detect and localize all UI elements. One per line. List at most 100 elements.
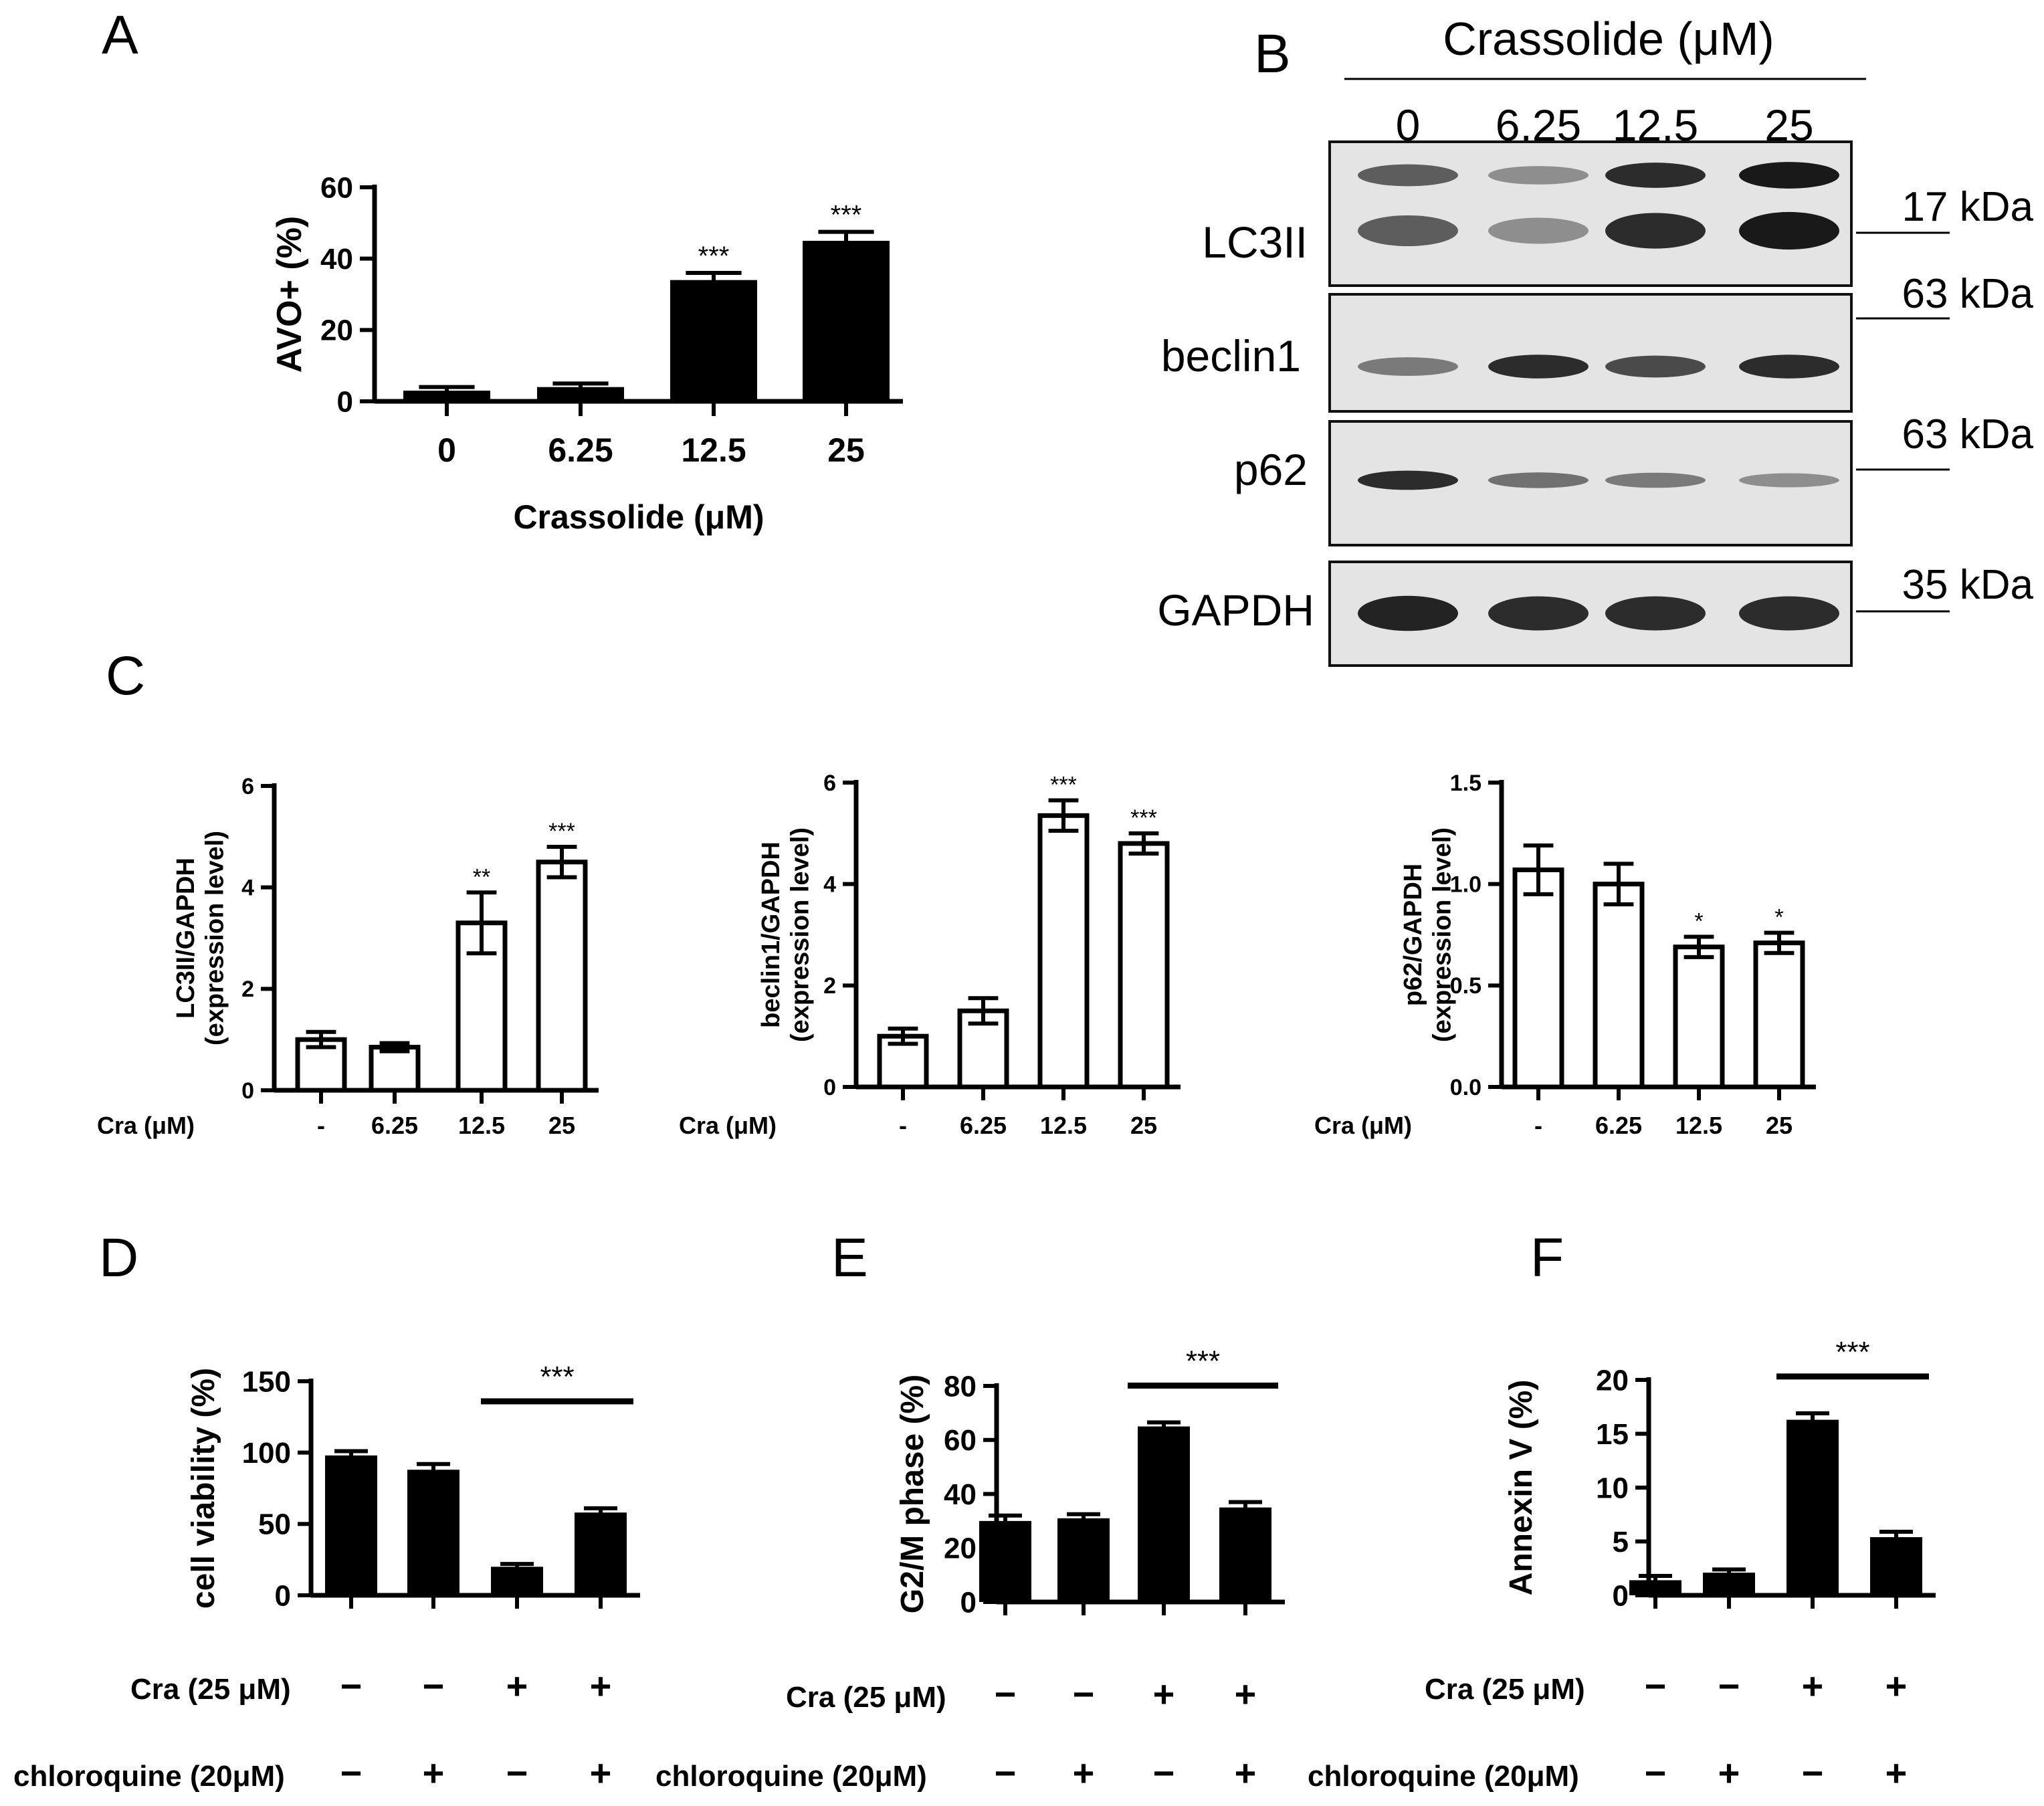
treatment-sign: +: [1153, 1673, 1175, 1715]
y-axis-label: Annexin V (%): [1504, 1380, 1539, 1596]
treatment-sign: +: [1073, 1752, 1095, 1794]
error-bar: [1683, 934, 1714, 959]
treatment-row-label: chloroquine (20μM): [1308, 1760, 1579, 1793]
error-bar: [546, 845, 577, 880]
treatment-sign: −: [1718, 1665, 1740, 1707]
blot-membrane: [1328, 293, 1853, 413]
protein-band: [1739, 211, 1839, 250]
y-tick-label: 5: [1613, 1526, 1629, 1559]
bar: [1673, 944, 1725, 1090]
error-bar: [989, 1513, 1022, 1528]
chart-cell-viability: 0 50 100 150 cell viability (%) *** Cra (25 μM…: [13, 1361, 640, 1794]
protein-band: [1358, 470, 1458, 490]
bar: [575, 1512, 627, 1595]
y-tick-label: 1.0: [1450, 872, 1481, 898]
chart-g2m-phase: 0 20 40 60 80 G2/M phase (%) *** Cra (25 μM) − − +…: [655, 1345, 1285, 1794]
panel-label-d: D: [99, 1227, 138, 1288]
error-bar: [1229, 1500, 1262, 1515]
bar: [803, 241, 890, 401]
error-bar: [552, 381, 609, 393]
error-bar: [1147, 1420, 1181, 1433]
blot-row-label: p62: [1234, 445, 1308, 494]
protein-band: [1739, 355, 1839, 379]
y-tick-label: 60: [944, 1424, 977, 1457]
x-row-label: Cra (μM): [679, 1112, 777, 1139]
bar: [1138, 1426, 1190, 1602]
molecular-weight-label: 35 kDa: [1902, 562, 2034, 608]
treatment-row-label: Cra (25 μM): [786, 1681, 946, 1714]
y-tick-label: 20: [944, 1532, 977, 1565]
molecular-weight-label: 63 kDa: [1902, 411, 2034, 458]
protein-band: [1358, 357, 1458, 376]
protein-band: [1605, 596, 1706, 631]
chart-annexin-v: 0 5 10 15 20 Annexin V (%) *** Cra (25 μM) − − + + c…: [1308, 1336, 1936, 1794]
bar: [1593, 882, 1645, 1090]
significance-label: ***: [831, 201, 862, 230]
error-bar: [500, 1562, 534, 1572]
blot-row-label: LC3II: [1202, 217, 1308, 267]
y-tick-label: 1.5: [1450, 771, 1481, 796]
error-bar: [1712, 1567, 1746, 1579]
protein-band: [1358, 164, 1458, 187]
protein-band: [1605, 213, 1706, 249]
bar: [1118, 841, 1170, 1090]
treatment-sign: −: [1645, 1665, 1667, 1707]
significance-label: ***: [1050, 773, 1077, 798]
significance-label: ***: [548, 819, 575, 844]
x-tick-label: 12.5: [681, 431, 746, 469]
treatment-sign: −: [1073, 1673, 1095, 1715]
y-tick-label: 40: [320, 243, 353, 276]
error-bar: [1764, 930, 1795, 955]
protein-band: [1358, 215, 1458, 247]
y-axis-label: p62/GAPDH(expression level): [1399, 827, 1457, 1042]
y-tick-label: 0.0: [1450, 1075, 1481, 1100]
blot-row-label: GAPDH: [1157, 585, 1314, 635]
y-tick-label: 0: [823, 1075, 836, 1100]
x-row-label: Cra (μM): [1314, 1112, 1412, 1139]
protein-band: [1739, 162, 1839, 189]
x-tick-label: -: [317, 1112, 325, 1139]
molecular-weight-label: 63 kDa: [1902, 271, 2034, 317]
y-tick-label: 2: [823, 973, 836, 999]
y-axis-label-line: LC3II/GAPDH: [172, 858, 200, 1019]
panel-label-f: F: [1530, 1227, 1564, 1288]
y-tick-label: 150: [242, 1365, 291, 1398]
molecular-weight-label: 17 kDa: [1902, 184, 2034, 230]
treatment-sign: −: [1153, 1752, 1175, 1794]
y-axis-label: AVO+ (%): [270, 216, 309, 373]
x-tick-label: -: [1534, 1112, 1542, 1139]
bar: [1219, 1507, 1271, 1602]
protein-band: [1358, 595, 1458, 631]
bar: [1786, 1419, 1839, 1595]
y-tick-label: 0: [337, 385, 353, 418]
protein-band: [1488, 217, 1589, 244]
protein-band: [1739, 473, 1839, 488]
y-tick-label: 4: [823, 872, 836, 898]
panel-label-a: A: [102, 5, 138, 66]
y-tick-label: 15: [1596, 1418, 1629, 1451]
x-tick-label: 0: [437, 431, 456, 469]
bar: [325, 1455, 377, 1595]
x-tick-label: 12.5: [458, 1112, 505, 1139]
treatment-sign: +: [1802, 1665, 1824, 1707]
y-axis-label: beclin1/GAPDH(expression level): [757, 827, 815, 1042]
treatment-sign: +: [590, 1665, 612, 1707]
significance-label: ***: [698, 241, 730, 271]
error-bar: [1048, 798, 1079, 833]
x-tick-label: 6.25: [960, 1112, 1007, 1139]
y-axis-label-line: (expression level): [1429, 827, 1457, 1042]
protein-band: [1488, 596, 1589, 631]
y-axis-label-line: (expression level): [787, 827, 815, 1042]
significance-label: ***: [1186, 1345, 1220, 1378]
error-bar: [584, 1506, 617, 1519]
error-bar: [419, 385, 475, 397]
error-bar: [379, 1041, 410, 1054]
protein-band: [1605, 355, 1706, 378]
error-bar: [1523, 843, 1554, 896]
treatment-sign: −: [506, 1752, 528, 1794]
error-bar: [1603, 862, 1634, 906]
y-tick-label: 0: [275, 1579, 291, 1612]
error-bar: [686, 271, 742, 290]
